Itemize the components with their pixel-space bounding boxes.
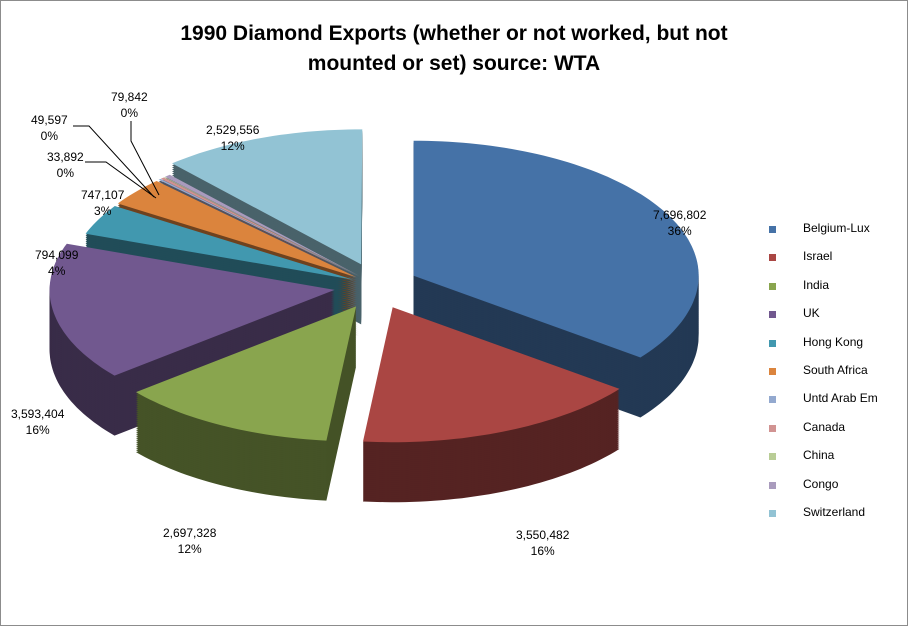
legend-swatch [769, 396, 776, 404]
leader-line-congo [130, 121, 160, 196]
slice-canada [160, 177, 359, 276]
legend-swatch [769, 481, 776, 489]
legend-label: Belgium-Lux [803, 221, 870, 235]
slice-china [163, 177, 359, 276]
title-line-1: 1990 Diamond Exports (whether or not wor… [180, 22, 728, 45]
slice-israel [363, 307, 620, 443]
slice-belgium-lux [413, 140, 699, 358]
legend-swatch [769, 367, 776, 375]
slice-switzerland [172, 129, 363, 265]
legend-swatch [769, 226, 776, 233]
legend-label: Switzerland [803, 504, 866, 519]
data-label-south-africa: 747,107 3% [81, 188, 125, 218]
data-label-hong-kong: 794,099 4% [35, 248, 79, 278]
legend-swatch [769, 339, 776, 347]
data-label-belgium-lux: 7,696,802 36% [653, 208, 707, 238]
data-label-israel: 3,550,482 16% [516, 528, 570, 558]
chart-title: 1990 Diamond Exports (whether or not wor… [1, 19, 907, 79]
slice-south-africa [117, 181, 357, 278]
data-label-congo: 79,842 0% [111, 90, 148, 120]
legend-swatch [769, 424, 776, 432]
slice-india [136, 306, 357, 441]
slice-hong-kong [85, 206, 354, 280]
data-label-uk: 3,593,404 16% [11, 407, 65, 437]
legend-swatch [769, 453, 776, 461]
data-label-switzerland: 2,529,556 12% [206, 123, 260, 153]
legend-swatch [769, 509, 776, 517]
data-label-india: 2,697,328 12% [163, 526, 217, 556]
legend-label: India [803, 277, 830, 292]
legend-label: China [803, 448, 835, 463]
leader-line-canada [73, 125, 155, 198]
slice-untd-arab-em [158, 178, 359, 277]
legend-label: Hong Kong [803, 334, 864, 349]
legend-swatch [769, 254, 776, 262]
data-label-canada: 49,597 0% [31, 113, 68, 143]
slice-uk [49, 243, 335, 376]
data-label-untd-arab-em: 33,892 0% [47, 150, 84, 180]
legend-swatch [769, 311, 776, 319]
legend-label: Untd Arab Em [803, 391, 878, 406]
legend-label: Israel [803, 249, 833, 264]
legend-label: Canada [803, 419, 846, 434]
legend-label: South Africa [803, 362, 868, 377]
legend-label: UK [803, 306, 820, 321]
title-line-2: mounted or set) source: WTA [307, 52, 601, 75]
leader-line-untd-arab-em [85, 161, 157, 199]
legend-label: Congo [803, 476, 839, 491]
slice-congo [165, 174, 360, 276]
legend-swatch [769, 282, 776, 290]
